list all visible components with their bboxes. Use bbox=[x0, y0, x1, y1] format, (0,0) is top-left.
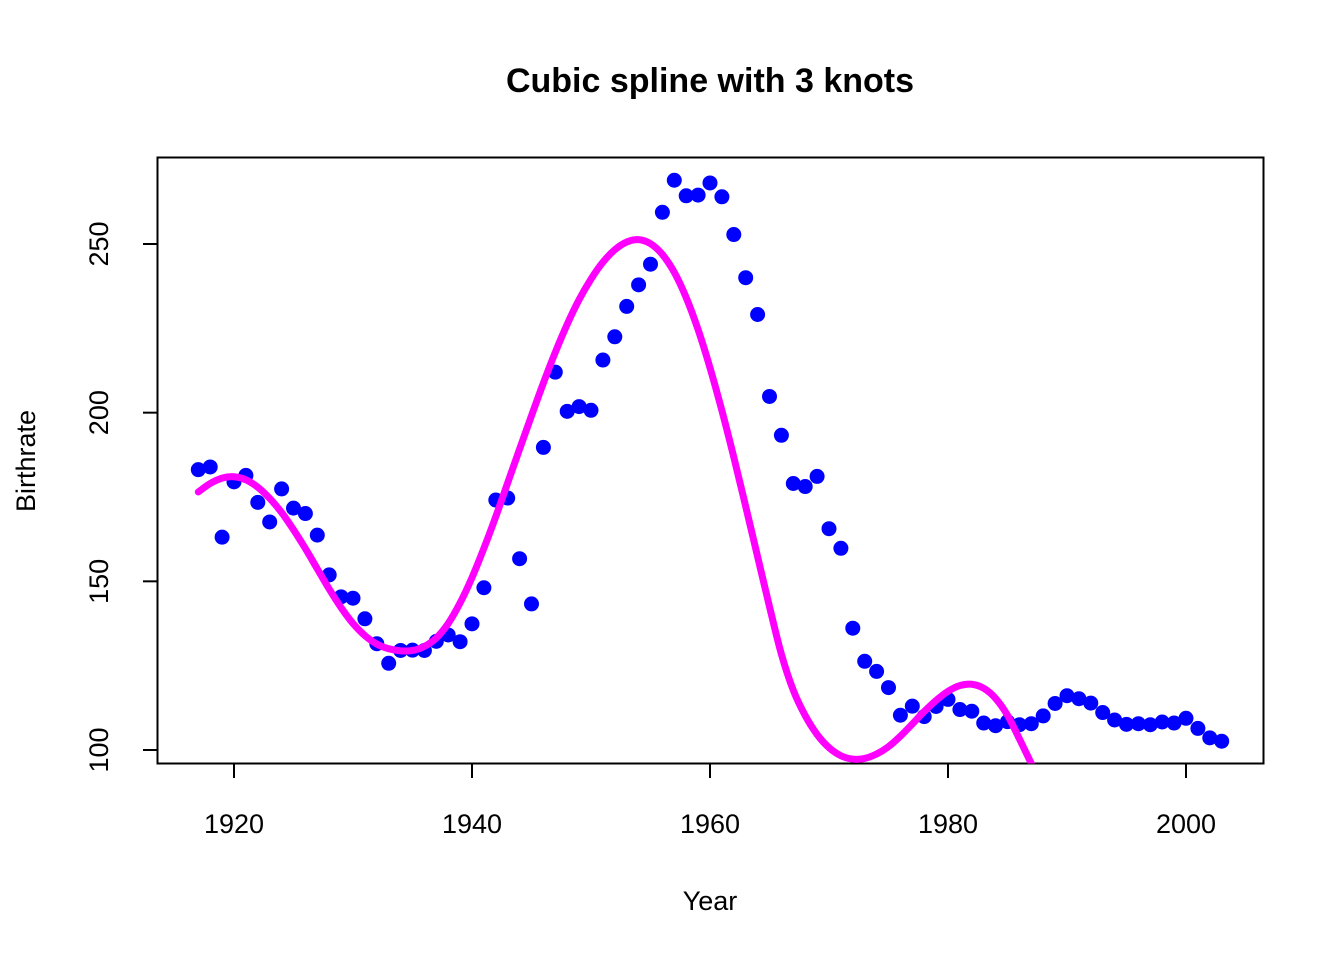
data-point bbox=[452, 634, 468, 650]
data-point bbox=[583, 402, 599, 418]
data-point bbox=[286, 500, 301, 516]
data-point bbox=[833, 540, 849, 556]
data-point bbox=[190, 462, 206, 478]
data-point bbox=[559, 403, 575, 419]
data-point bbox=[1059, 688, 1075, 704]
x-tick-label: 1940 bbox=[442, 809, 502, 839]
data-point bbox=[202, 459, 218, 475]
data-point bbox=[678, 188, 694, 204]
data-point bbox=[345, 590, 361, 606]
data-point bbox=[357, 611, 373, 627]
data-point bbox=[1023, 716, 1039, 732]
data-point bbox=[297, 506, 313, 522]
data-point bbox=[476, 580, 492, 596]
data-point bbox=[214, 529, 230, 545]
data-point bbox=[666, 172, 682, 188]
data-point bbox=[1130, 716, 1146, 732]
data-point bbox=[964, 703, 980, 719]
plot-frame bbox=[156, 156, 1265, 765]
data-point bbox=[1119, 716, 1134, 732]
y-axis: 100 150 200 250 bbox=[84, 221, 159, 773]
data-point bbox=[904, 698, 920, 714]
data-point bbox=[1071, 691, 1087, 707]
data-point bbox=[726, 227, 742, 243]
data-point bbox=[309, 527, 325, 543]
data-point bbox=[619, 298, 635, 314]
data-point bbox=[1035, 708, 1051, 724]
data-point bbox=[1154, 714, 1170, 730]
data-point bbox=[892, 707, 908, 723]
data-point bbox=[1178, 710, 1194, 726]
y-tick-label: 100 bbox=[84, 727, 114, 772]
data-point bbox=[821, 521, 837, 537]
data-point bbox=[702, 175, 718, 191]
data-point bbox=[714, 189, 730, 205]
data-point bbox=[1047, 695, 1063, 711]
x-tick-label: 2000 bbox=[1156, 809, 1216, 839]
data-point bbox=[881, 680, 896, 696]
data-point bbox=[1214, 733, 1230, 749]
data-point bbox=[785, 476, 801, 492]
y-tick-label: 250 bbox=[84, 221, 114, 266]
data-point bbox=[857, 653, 873, 669]
data-point bbox=[797, 479, 813, 495]
x-tick-label: 1920 bbox=[204, 809, 264, 839]
data-point bbox=[1142, 717, 1158, 733]
data-point bbox=[595, 352, 611, 368]
data-point bbox=[262, 514, 278, 530]
data-point bbox=[845, 620, 861, 636]
data-point bbox=[738, 270, 754, 286]
data-point bbox=[809, 468, 825, 484]
data-point bbox=[952, 702, 968, 718]
data-point bbox=[773, 427, 789, 443]
data-point bbox=[762, 388, 777, 404]
chart-title: Cubic spline with 3 knots bbox=[506, 62, 914, 100]
data-point bbox=[607, 329, 623, 345]
data-point bbox=[1190, 720, 1206, 736]
data-point bbox=[750, 307, 766, 323]
data-point bbox=[1095, 705, 1111, 721]
data-point bbox=[988, 718, 1004, 734]
scatter-series bbox=[190, 172, 1230, 749]
data-point bbox=[524, 596, 539, 612]
data-point bbox=[690, 187, 706, 203]
data-point bbox=[274, 481, 290, 497]
data-point bbox=[1107, 712, 1123, 728]
x-axis: 1920 1940 1960 1980 2000 bbox=[204, 762, 1216, 839]
x-axis-title: Year bbox=[683, 886, 738, 916]
y-tick-label: 200 bbox=[84, 390, 114, 435]
x-tick-label: 1980 bbox=[918, 809, 978, 839]
y-tick-label: 150 bbox=[84, 559, 114, 604]
data-point bbox=[643, 256, 658, 272]
data-point bbox=[464, 616, 480, 632]
data-point bbox=[381, 655, 397, 671]
data-point bbox=[654, 204, 670, 220]
y-axis-title: Birthrate bbox=[11, 410, 41, 512]
data-point bbox=[631, 277, 647, 293]
spline-fit-line bbox=[194, 236, 1035, 764]
data-point bbox=[535, 439, 551, 455]
data-point bbox=[1166, 715, 1182, 731]
data-point bbox=[1083, 695, 1099, 711]
data-point bbox=[1202, 730, 1218, 746]
data-point bbox=[250, 494, 266, 510]
data-point bbox=[512, 551, 528, 567]
data-point bbox=[869, 663, 885, 679]
data-point bbox=[571, 399, 587, 415]
x-tick-label: 1960 bbox=[680, 809, 740, 839]
data-point bbox=[976, 715, 992, 731]
